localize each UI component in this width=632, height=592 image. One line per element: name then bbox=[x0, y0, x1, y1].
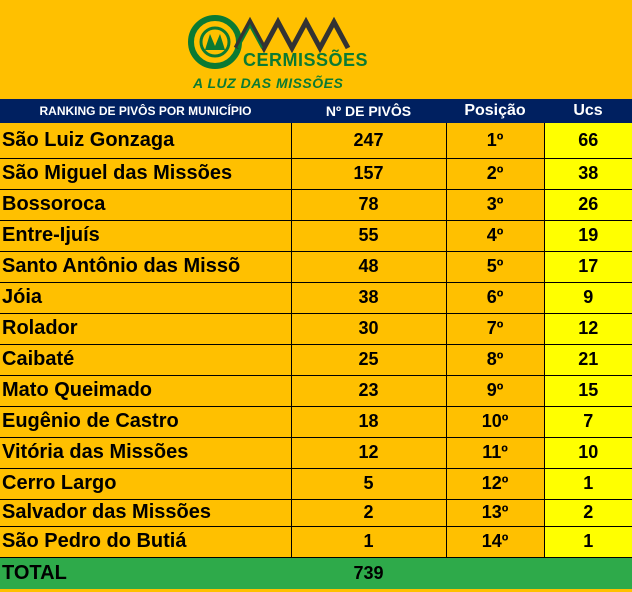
table-row: Caibaté 25 8º 21 bbox=[0, 344, 632, 376]
municipio-cell: São Luiz Gonzaga bbox=[0, 123, 292, 159]
ucs-cell: 10 bbox=[543, 437, 632, 469]
total-empty-cell bbox=[446, 557, 544, 589]
table-header: RANKING DE PIVÔS POR MUNICÍPIO Nº DE PIV… bbox=[0, 99, 632, 123]
table-row: Bossoroca 78 3º 26 bbox=[0, 189, 632, 221]
column-header-ucs: Ucs bbox=[544, 99, 632, 123]
table-footer: TOTAL 739 bbox=[0, 557, 632, 589]
municipio-cell: Bossoroca bbox=[0, 189, 292, 221]
ucs-cell: 12 bbox=[543, 313, 632, 345]
table-row: São Pedro do Butiá 1 14º 1 bbox=[0, 526, 632, 558]
total-label: TOTAL bbox=[0, 557, 291, 589]
posicao-cell: 6º bbox=[446, 282, 544, 314]
pivos-cell: 23 bbox=[291, 375, 447, 407]
table-row: Jóia 38 6º 9 bbox=[0, 282, 632, 314]
ucs-cell: 9 bbox=[543, 282, 632, 314]
table-row: Salvador das Missões 2 13º 2 bbox=[0, 499, 632, 527]
pivos-cell: 25 bbox=[291, 344, 447, 376]
ucs-cell: 7 bbox=[543, 406, 632, 438]
table-row: Mato Queimado 23 9º 15 bbox=[0, 375, 632, 407]
ucs-cell: 21 bbox=[543, 344, 632, 376]
total-pivos: 739 bbox=[291, 557, 446, 589]
municipio-cell: Rolador bbox=[0, 313, 292, 345]
posicao-cell: 2º bbox=[446, 158, 544, 190]
pivos-cell: 38 bbox=[291, 282, 447, 314]
posicao-cell: 11º bbox=[446, 437, 544, 469]
posicao-cell: 7º bbox=[446, 313, 544, 345]
column-header-pivos: Nº DE PIVÔS bbox=[291, 99, 446, 123]
ranking-table: RANKING DE PIVÔS POR MUNICÍPIO Nº DE PIV… bbox=[0, 99, 632, 589]
table-row: Rolador 30 7º 12 bbox=[0, 313, 632, 345]
table-row: São Miguel das Missões 157 2º 38 bbox=[0, 158, 632, 190]
table-body: São Luiz Gonzaga 247 1º 66 São Miguel das Mi… bbox=[0, 123, 632, 558]
municipio-cell: Vitória das Missões bbox=[0, 437, 292, 469]
pivos-cell: 247 bbox=[291, 123, 447, 159]
municipio-cell: Caibaté bbox=[0, 344, 292, 376]
header-banner: CERMISSÕES A LUZ DAS MISSÕES bbox=[0, 0, 632, 99]
pivos-cell: 157 bbox=[291, 158, 447, 190]
total-empty-cell bbox=[544, 557, 632, 589]
municipio-cell: Eugênio de Castro bbox=[0, 406, 292, 438]
municipio-cell: São Pedro do Butiá bbox=[0, 526, 292, 558]
posicao-cell: 9º bbox=[446, 375, 544, 407]
municipio-cell: Mato Queimado bbox=[0, 375, 292, 407]
municipio-cell: Entre-Ijuís bbox=[0, 220, 292, 252]
ucs-cell: 26 bbox=[543, 189, 632, 221]
pivos-cell: 2 bbox=[291, 499, 447, 527]
ucs-cell: 66 bbox=[543, 123, 632, 159]
posicao-cell: 5º bbox=[446, 251, 544, 283]
table-row: Eugênio de Castro 18 10º 7 bbox=[0, 406, 632, 438]
table-row: Santo Antônio das Missõ 48 5º 17 bbox=[0, 251, 632, 283]
ucs-cell: 17 bbox=[543, 251, 632, 283]
column-header-posicao: Posição bbox=[446, 99, 544, 123]
municipio-cell: São Miguel das Missões bbox=[0, 158, 292, 190]
table-row: São Luiz Gonzaga 247 1º 66 bbox=[0, 123, 632, 159]
ucs-cell: 1 bbox=[543, 468, 632, 500]
ucs-cell: 1 bbox=[543, 526, 632, 558]
pivos-cell: 55 bbox=[291, 220, 447, 252]
posicao-cell: 13º bbox=[446, 499, 544, 527]
table-row: Entre-Ijuís 55 4º 19 bbox=[0, 220, 632, 252]
municipio-cell: Jóia bbox=[0, 282, 292, 314]
posicao-cell: 4º bbox=[446, 220, 544, 252]
table-row: Cerro Largo 5 12º 1 bbox=[0, 468, 632, 500]
posicao-cell: 10º bbox=[446, 406, 544, 438]
pivos-cell: 30 bbox=[291, 313, 447, 345]
municipio-cell: Salvador das Missões bbox=[0, 499, 292, 527]
logo-company-name: CERMISSÕES bbox=[243, 50, 369, 70]
posicao-cell: 12º bbox=[446, 468, 544, 500]
pivos-cell: 1 bbox=[291, 526, 447, 558]
ucs-cell: 2 bbox=[543, 499, 632, 527]
pivos-cell: 78 bbox=[291, 189, 447, 221]
pivos-cell: 5 bbox=[291, 468, 447, 500]
municipio-cell: Santo Antônio das Missõ bbox=[0, 251, 292, 283]
ucs-cell: 15 bbox=[543, 375, 632, 407]
municipio-cell: Cerro Largo bbox=[0, 468, 292, 500]
posicao-cell: 1º bbox=[446, 123, 544, 159]
ucs-cell: 38 bbox=[543, 158, 632, 190]
logo-slogan: A LUZ DAS MISSÕES bbox=[193, 75, 344, 91]
column-header-municipio: RANKING DE PIVÔS POR MUNICÍPIO bbox=[0, 99, 291, 123]
table-row: Vitória das Missões 12 11º 10 bbox=[0, 437, 632, 469]
pivos-cell: 48 bbox=[291, 251, 447, 283]
cermissoes-logo-icon bbox=[188, 15, 351, 69]
posicao-cell: 14º bbox=[446, 526, 544, 558]
posicao-cell: 8º bbox=[446, 344, 544, 376]
pivos-cell: 12 bbox=[291, 437, 447, 469]
ucs-cell: 19 bbox=[543, 220, 632, 252]
pivos-cell: 18 bbox=[291, 406, 447, 438]
posicao-cell: 3º bbox=[446, 189, 544, 221]
